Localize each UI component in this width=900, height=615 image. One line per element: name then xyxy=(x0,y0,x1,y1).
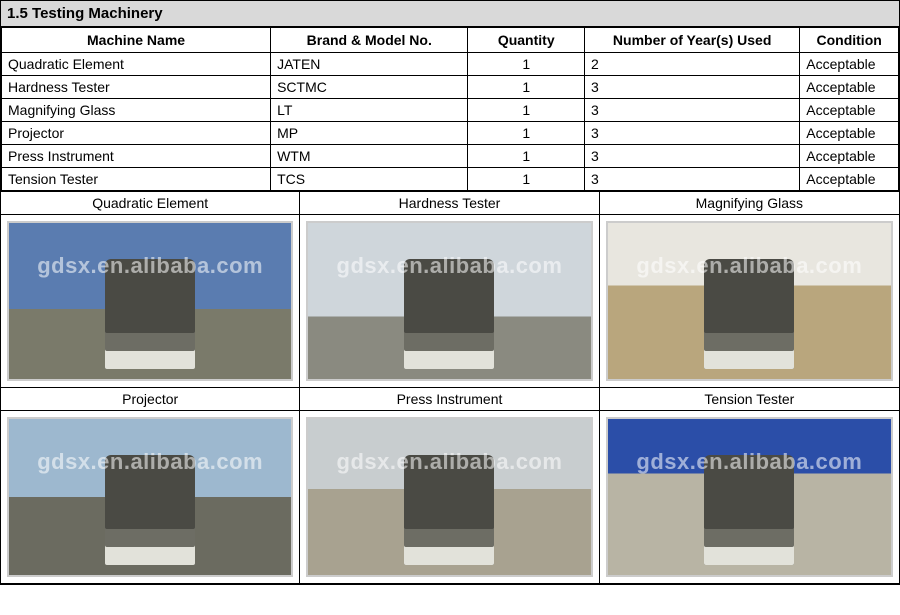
photo-cell: Hardness Tester gdsx.en.alibaba.com xyxy=(300,192,599,388)
table-cell: WTM xyxy=(271,145,468,168)
table-header-cell: Number of Year(s) Used xyxy=(585,28,800,53)
photo-cell: Quadratic Element gdsx.en.alibaba.com xyxy=(1,192,300,388)
photo-label: Tension Tester xyxy=(600,388,899,411)
photo-placeholder: gdsx.en.alibaba.com xyxy=(7,417,293,577)
table-cell: 1 xyxy=(468,99,585,122)
table-cell: Projector xyxy=(2,122,271,145)
photo-placeholder: gdsx.en.alibaba.com xyxy=(606,417,893,577)
table-cell: MP xyxy=(271,122,468,145)
table-row: Hardness TesterSCTMC13Acceptable xyxy=(2,76,899,99)
photo-placeholder: gdsx.en.alibaba.com xyxy=(7,221,293,381)
table-cell: Acceptable xyxy=(800,122,899,145)
machine-silhouette xyxy=(404,455,494,565)
table-cell: 3 xyxy=(585,99,800,122)
table-header-cell: Condition xyxy=(800,28,899,53)
machine-silhouette xyxy=(704,259,794,369)
table-cell: Acceptable xyxy=(800,145,899,168)
table-cell: 1 xyxy=(468,168,585,191)
photo-label: Projector xyxy=(1,388,299,411)
table-cell: LT xyxy=(271,99,468,122)
section-title: 1.5 Testing Machinery xyxy=(1,1,899,27)
machine-silhouette xyxy=(404,259,494,369)
table-row: ProjectorMP13Acceptable xyxy=(2,122,899,145)
photo-cell: Tension Tester gdsx.en.alibaba.com xyxy=(600,388,899,584)
table-row: Tension TesterTCS13Acceptable xyxy=(2,168,899,191)
table-cell: 3 xyxy=(585,145,800,168)
machine-silhouette xyxy=(105,455,195,565)
table-cell: Acceptable xyxy=(800,53,899,76)
table-header-cell: Machine Name xyxy=(2,28,271,53)
table-cell: 1 xyxy=(468,76,585,99)
table-cell: Hardness Tester xyxy=(2,76,271,99)
machine-silhouette xyxy=(704,455,794,565)
table-cell: Acceptable xyxy=(800,76,899,99)
table-cell: 2 xyxy=(585,53,800,76)
table-cell: Acceptable xyxy=(800,168,899,191)
photo-label: Magnifying Glass xyxy=(600,192,899,215)
table-cell: 1 xyxy=(468,145,585,168)
machine-silhouette xyxy=(105,259,195,369)
table-header-row: Machine NameBrand & Model No.QuantityNum… xyxy=(2,28,899,53)
table-cell: 3 xyxy=(585,76,800,99)
table-cell: 1 xyxy=(468,53,585,76)
document-container: 1.5 Testing Machinery Machine NameBrand … xyxy=(0,0,900,585)
table-cell: Quadratic Element xyxy=(2,53,271,76)
photo-grid: Quadratic Elementgdsx.en.alibaba.comHard… xyxy=(1,191,899,584)
photo-cell: Projector gdsx.en.alibaba.com xyxy=(1,388,300,584)
table-row: Press InstrumentWTM13Acceptable xyxy=(2,145,899,168)
table-cell: TCS xyxy=(271,168,468,191)
table-cell: 3 xyxy=(585,168,800,191)
photo-cell: Magnifying Glass gdsx.en.alibaba.com xyxy=(600,192,899,388)
table-row: Quadratic ElementJATEN12Acceptable xyxy=(2,53,899,76)
table-header-cell: Brand & Model No. xyxy=(271,28,468,53)
table-cell: Acceptable xyxy=(800,99,899,122)
table-row: Magnifying GlassLT13Acceptable xyxy=(2,99,899,122)
photo-label: Quadratic Element xyxy=(1,192,299,215)
table-cell: SCTMC xyxy=(271,76,468,99)
photo-cell: Press Instrument gdsx.en.alibaba.com xyxy=(300,388,599,584)
photo-placeholder: gdsx.en.alibaba.com xyxy=(606,221,893,381)
machinery-table: Machine NameBrand & Model No.QuantityNum… xyxy=(1,27,899,191)
photo-placeholder: gdsx.en.alibaba.com xyxy=(306,221,592,381)
table-body: Quadratic ElementJATEN12AcceptableHardne… xyxy=(2,53,899,191)
photo-label: Press Instrument xyxy=(300,388,598,411)
table-cell: Press Instrument xyxy=(2,145,271,168)
photo-placeholder: gdsx.en.alibaba.com xyxy=(306,417,592,577)
table-cell: 3 xyxy=(585,122,800,145)
table-cell: 1 xyxy=(468,122,585,145)
table-cell: Tension Tester xyxy=(2,168,271,191)
table-cell: Magnifying Glass xyxy=(2,99,271,122)
table-header-cell: Quantity xyxy=(468,28,585,53)
photo-label: Hardness Tester xyxy=(300,192,598,215)
table-cell: JATEN xyxy=(271,53,468,76)
